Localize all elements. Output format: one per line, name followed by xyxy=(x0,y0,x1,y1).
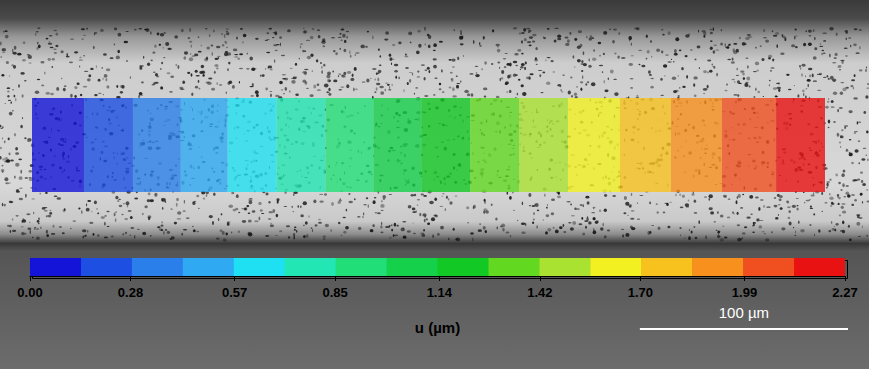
svg-text:u (µm): u (µm) xyxy=(415,319,460,336)
svg-text:1.14: 1.14 xyxy=(427,285,453,300)
svg-text:1.99: 1.99 xyxy=(732,285,757,300)
svg-text:1.70: 1.70 xyxy=(628,285,653,300)
svg-text:2.27: 2.27 xyxy=(832,285,857,300)
svg-text:0.28: 0.28 xyxy=(118,285,143,300)
svg-text:1.42: 1.42 xyxy=(527,285,552,300)
svg-text:0.85: 0.85 xyxy=(323,285,348,300)
svg-text:100 µm: 100 µm xyxy=(719,304,769,321)
svg-text:0.00: 0.00 xyxy=(17,285,42,300)
svg-text:0.57: 0.57 xyxy=(222,285,247,300)
